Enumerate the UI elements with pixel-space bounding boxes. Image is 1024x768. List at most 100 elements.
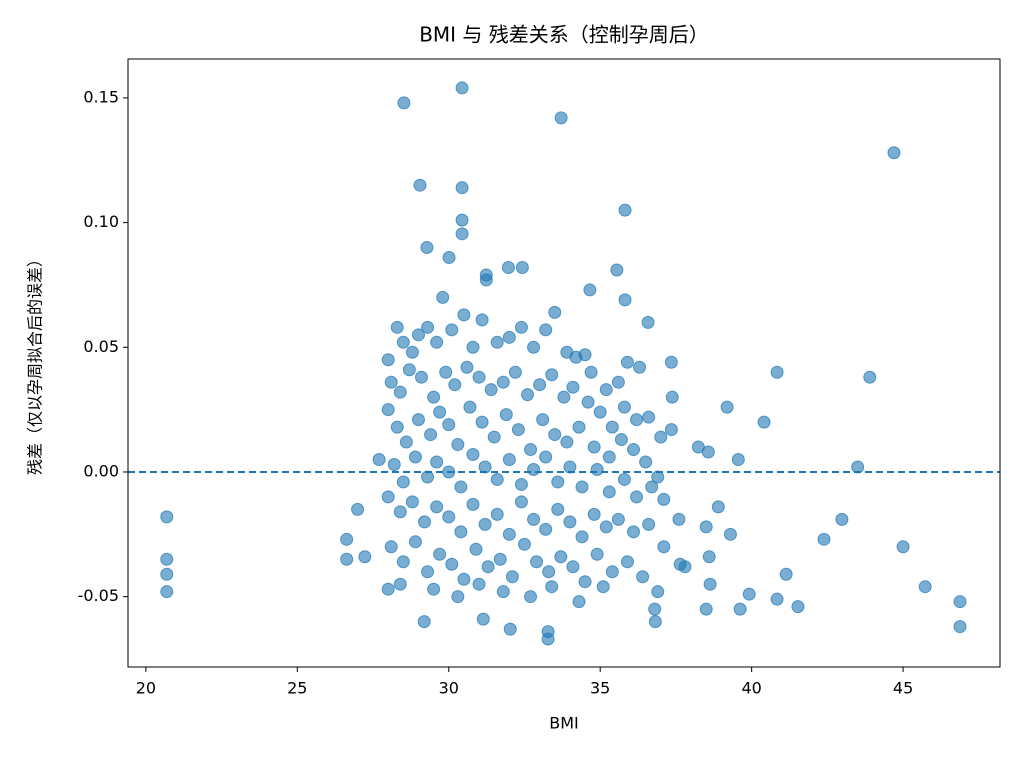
point [511, 423, 525, 437]
point [817, 532, 831, 546]
point [953, 620, 967, 634]
point [618, 203, 632, 217]
point [517, 537, 531, 551]
point [472, 577, 486, 591]
point [610, 263, 624, 277]
point [587, 507, 601, 521]
point [490, 472, 504, 486]
x-tick-label: 25 [287, 679, 307, 698]
point [563, 515, 577, 529]
point [566, 380, 580, 394]
point [605, 420, 619, 434]
point [405, 345, 419, 359]
point [499, 408, 513, 422]
plot-frame [127, 58, 1001, 668]
point [505, 570, 519, 584]
point [390, 420, 404, 434]
point [430, 500, 444, 514]
point [605, 565, 619, 579]
point [572, 420, 586, 434]
point [433, 405, 447, 419]
point [672, 512, 686, 526]
point [657, 540, 671, 554]
point [508, 365, 522, 379]
point [418, 515, 432, 529]
point [617, 472, 631, 486]
point [560, 435, 574, 449]
point [475, 313, 489, 327]
point [575, 530, 589, 544]
point [454, 525, 468, 539]
point [451, 590, 465, 604]
point [627, 443, 641, 457]
point [599, 383, 613, 397]
x-tick-label: 40 [741, 679, 761, 698]
point [599, 520, 613, 534]
point [421, 470, 435, 484]
point [742, 587, 756, 601]
point [578, 348, 592, 362]
point [539, 522, 553, 536]
point [472, 370, 486, 384]
point [466, 448, 480, 462]
point [393, 577, 407, 591]
point [384, 375, 398, 389]
point [733, 602, 747, 616]
point [863, 370, 877, 384]
point [887, 146, 901, 160]
point [521, 388, 535, 402]
point [702, 550, 716, 564]
point [699, 602, 713, 616]
point [527, 462, 541, 476]
point [399, 435, 413, 449]
point [548, 428, 562, 442]
point [451, 438, 465, 452]
point [455, 81, 469, 95]
x-axis-label: BMI [549, 714, 579, 733]
point [524, 443, 538, 457]
point [641, 315, 655, 329]
point [524, 590, 538, 604]
point [411, 413, 425, 427]
y-tick-label: 0.00 [83, 461, 119, 480]
point [430, 335, 444, 349]
point [554, 550, 568, 564]
point [527, 512, 541, 526]
point [160, 585, 174, 599]
point [545, 368, 559, 382]
point [530, 555, 544, 569]
point [439, 365, 453, 379]
point [496, 375, 510, 389]
point [701, 445, 715, 459]
y-tick-label: 0.05 [83, 337, 119, 356]
point [433, 547, 447, 561]
point [639, 455, 653, 469]
point [536, 413, 550, 427]
point [723, 527, 737, 541]
point [651, 470, 665, 484]
point [487, 430, 501, 444]
point [351, 502, 365, 516]
point [575, 480, 589, 494]
point [539, 450, 553, 464]
x-tick-label: 45 [893, 679, 913, 698]
point [851, 460, 865, 474]
x-tick-label: 30 [439, 679, 459, 698]
point [479, 273, 493, 287]
point [490, 335, 504, 349]
point [413, 178, 427, 192]
point [490, 507, 504, 521]
point [454, 480, 468, 494]
point [496, 585, 510, 599]
point [835, 512, 849, 526]
point [476, 612, 490, 626]
point [455, 227, 469, 241]
point [648, 615, 662, 629]
point [502, 330, 516, 344]
point [651, 585, 665, 599]
point [896, 540, 910, 554]
point [396, 335, 410, 349]
point [160, 567, 174, 581]
point [408, 450, 422, 464]
point [381, 353, 395, 367]
